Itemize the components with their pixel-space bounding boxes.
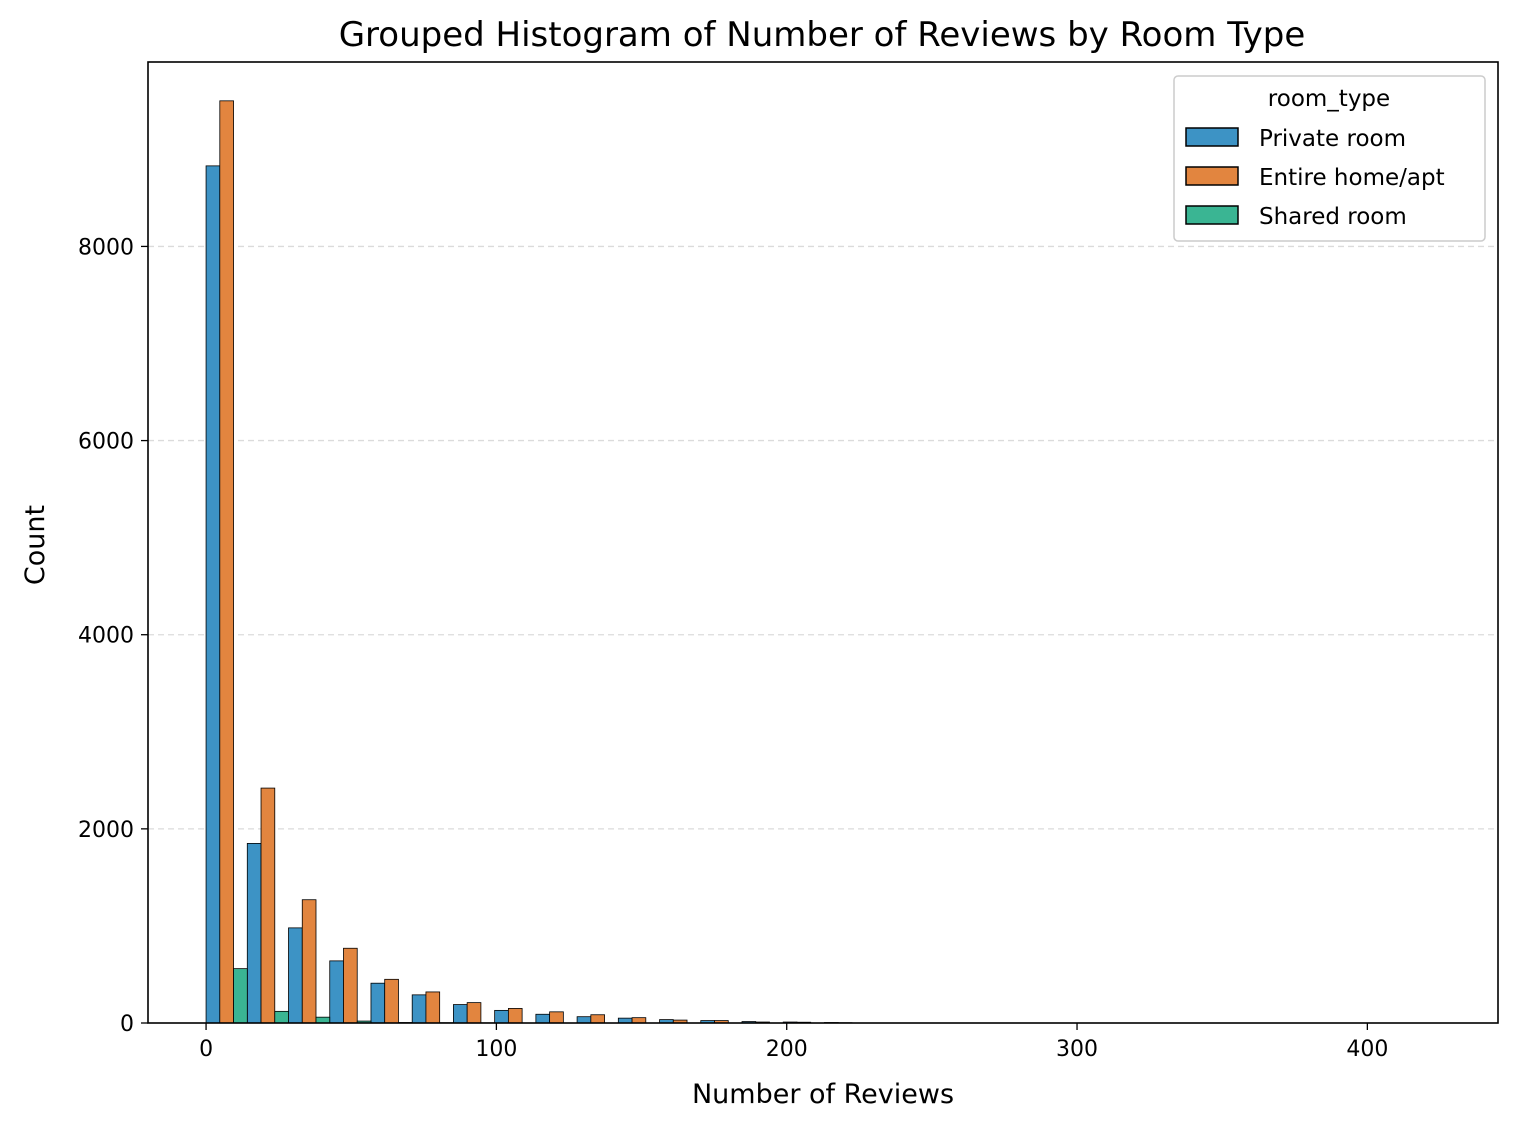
y-tick-label: 8000 bbox=[78, 235, 134, 260]
bar-private-room bbox=[576, 1016, 592, 1024]
legend-label: Entire home/apt bbox=[1259, 165, 1445, 191]
bar-private-room bbox=[453, 1004, 468, 1024]
bar-entire-home-apt bbox=[343, 947, 358, 1024]
x-tick-label: 0 bbox=[199, 1037, 213, 1062]
bar-private-room bbox=[288, 927, 303, 1024]
x-tick-label: 100 bbox=[475, 1037, 517, 1062]
chart-title: Grouped Histogram of Number of Reviews b… bbox=[339, 15, 1306, 55]
bar-entire-home-apt bbox=[590, 1014, 605, 1024]
bars bbox=[205, 100, 853, 1024]
x-axis-ticks: 0 100 200 300 400 bbox=[199, 1023, 1388, 1062]
bar-shared-room bbox=[274, 1010, 289, 1024]
bar-private-room bbox=[370, 982, 386, 1024]
y-axis-label: Count bbox=[20, 505, 51, 585]
legend-swatch bbox=[1185, 205, 1239, 225]
legend-label: Shared room bbox=[1259, 204, 1407, 230]
grid-lines bbox=[148, 245, 1498, 830]
legend-box bbox=[1173, 75, 1486, 242]
bar-entire-home-apt bbox=[549, 1011, 564, 1024]
bar-shared-room bbox=[315, 1016, 331, 1024]
legend-title: room_type bbox=[1268, 86, 1390, 112]
plot-area-frame bbox=[147, 61, 1499, 1024]
y-axis-ticks: 0 2000 4000 6000 8000 bbox=[78, 235, 148, 1037]
bar-entire-home-apt bbox=[425, 991, 441, 1024]
bar-private-room bbox=[535, 1013, 551, 1024]
y-tick-label: 2000 bbox=[78, 818, 134, 843]
bar-private-room bbox=[411, 994, 427, 1024]
x-tick-label: 200 bbox=[766, 1037, 808, 1062]
bar-private-room bbox=[205, 165, 221, 1024]
bar-shared-room bbox=[233, 968, 248, 1024]
legend-items: Private room Entire home/apt Shared room bbox=[1185, 126, 1445, 230]
legend-label: Private room bbox=[1259, 126, 1406, 152]
bar-entire-home-apt bbox=[219, 100, 234, 1024]
y-tick-label: 4000 bbox=[78, 624, 134, 649]
bar-private-room bbox=[329, 960, 344, 1024]
bar-entire-home-apt bbox=[301, 899, 317, 1024]
bar-entire-home-apt bbox=[466, 1002, 482, 1024]
x-tick-label: 400 bbox=[1346, 1037, 1388, 1062]
bar-private-room bbox=[246, 843, 262, 1024]
bar-private-room bbox=[494, 1009, 509, 1024]
bar-entire-home-apt bbox=[260, 787, 276, 1024]
y-tick-label: 0 bbox=[120, 1012, 134, 1037]
legend-swatch bbox=[1185, 127, 1239, 147]
bar-entire-home-apt bbox=[631, 1017, 647, 1024]
legend: room_type Private room Entire home/apt Sha… bbox=[1173, 75, 1486, 242]
legend-swatch bbox=[1185, 166, 1239, 186]
x-axis-label: Number of Reviews bbox=[692, 1079, 954, 1110]
bar-entire-home-apt bbox=[507, 1008, 523, 1024]
x-tick-label: 300 bbox=[1056, 1037, 1098, 1062]
bar-entire-home-apt bbox=[384, 978, 399, 1024]
y-tick-label: 6000 bbox=[78, 430, 134, 455]
